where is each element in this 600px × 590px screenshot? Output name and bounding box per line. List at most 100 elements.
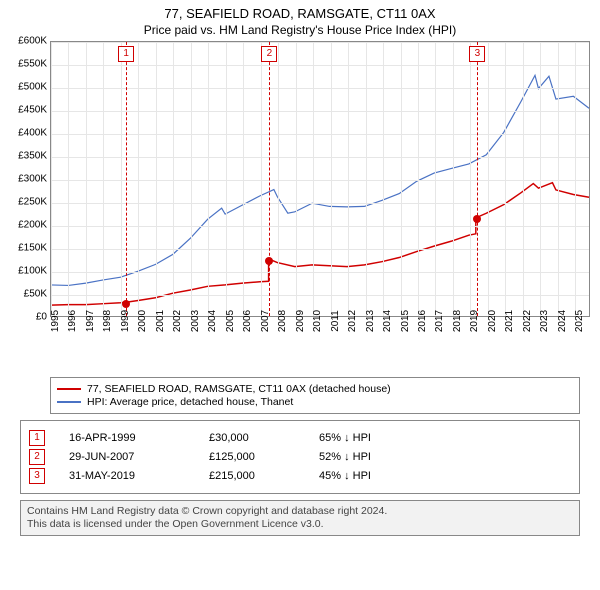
x-tick-label: 2002 xyxy=(172,310,183,332)
legend-label: 77, SEAFIELD ROAD, RAMSGATE, CT11 0AX (d… xyxy=(87,383,391,395)
gridline-v xyxy=(453,42,454,316)
sale-point-dot xyxy=(122,300,130,308)
gridline-v xyxy=(505,42,506,316)
chart-area: £0£50K£100K£150K£200K£250K£300K£350K£400… xyxy=(6,41,594,371)
gridline-v xyxy=(226,42,227,316)
gridline-v xyxy=(540,42,541,316)
x-tick-label: 2006 xyxy=(242,310,253,332)
legend-label: HPI: Average price, detached house, Than… xyxy=(87,396,293,408)
x-tick-label: 2001 xyxy=(155,310,166,332)
gridline-h xyxy=(51,42,589,43)
y-tick-label: £300K xyxy=(18,174,47,185)
chart-title-address: 77, SEAFIELD ROAD, RAMSGATE, CT11 0AX xyxy=(6,6,594,21)
gridline-v xyxy=(103,42,104,316)
event-row: 229-JUN-2007£125,00052% ↓ HPI xyxy=(29,449,571,465)
gridline-h xyxy=(51,134,589,135)
gridline-h xyxy=(51,157,589,158)
gridline-v xyxy=(383,42,384,316)
event-marker-line xyxy=(126,42,127,316)
gridline-v xyxy=(138,42,139,316)
attribution-footer: Contains HM Land Registry data © Crown c… xyxy=(20,500,580,536)
gridline-v xyxy=(418,42,419,316)
y-tick-label: £250K xyxy=(18,197,47,208)
event-marker-1: 1 xyxy=(118,46,134,62)
y-tick-label: £400K xyxy=(18,128,47,139)
gridline-h xyxy=(51,88,589,89)
y-axis: £0£50K£100K£150K£200K£250K£300K£350K£400… xyxy=(6,41,50,317)
x-tick-label: 2011 xyxy=(330,310,341,332)
y-tick-label: £100K xyxy=(18,266,47,277)
x-tick-label: 2018 xyxy=(452,310,463,332)
gridline-v xyxy=(121,42,122,316)
gridline-h xyxy=(51,203,589,204)
x-axis: 1995199619971998199920002001200220032004… xyxy=(50,317,590,371)
x-tick-label: 2014 xyxy=(382,310,393,332)
event-marker-3: 3 xyxy=(469,46,485,62)
x-tick-label: 2017 xyxy=(434,310,445,332)
y-tick-label: £350K xyxy=(18,151,47,162)
gridline-v xyxy=(68,42,69,316)
x-tick-label: 2020 xyxy=(487,310,498,332)
footer-text-2: This data is licensed under the Open Gov… xyxy=(27,518,573,531)
legend-swatch xyxy=(57,401,81,403)
gridline-v xyxy=(523,42,524,316)
gridline-v xyxy=(208,42,209,316)
gridline-v xyxy=(401,42,402,316)
gridline-v xyxy=(51,42,52,316)
gridline-v xyxy=(261,42,262,316)
gridline-h xyxy=(51,111,589,112)
y-tick-label: £200K xyxy=(18,220,47,231)
sale-point-dot xyxy=(265,257,273,265)
event-row: 116-APR-1999£30,00065% ↓ HPI xyxy=(29,430,571,446)
gridline-v xyxy=(86,42,87,316)
gridline-h xyxy=(51,272,589,273)
x-tick-label: 2025 xyxy=(574,310,585,332)
gridline-v xyxy=(366,42,367,316)
x-tick-label: 1998 xyxy=(102,310,113,332)
x-tick-label: 2023 xyxy=(539,310,550,332)
x-tick-label: 1997 xyxy=(85,310,96,332)
event-hpi-diff: 65% ↓ HPI xyxy=(319,432,439,444)
x-tick-label: 2015 xyxy=(400,310,411,332)
legend: 77, SEAFIELD ROAD, RAMSGATE, CT11 0AX (d… xyxy=(50,377,580,414)
event-hpi-diff: 52% ↓ HPI xyxy=(319,451,439,463)
y-tick-label: £50K xyxy=(24,289,47,300)
event-price: £215,000 xyxy=(209,470,319,482)
event-hpi-diff: 45% ↓ HPI xyxy=(319,470,439,482)
sale-point-dot xyxy=(473,215,481,223)
x-tick-label: 2009 xyxy=(295,310,306,332)
x-tick-label: 2010 xyxy=(312,310,323,332)
x-tick-label: 2000 xyxy=(137,310,148,332)
y-tick-label: £500K xyxy=(18,82,47,93)
chart-container: 77, SEAFIELD ROAD, RAMSGATE, CT11 0AX Pr… xyxy=(0,0,600,540)
footer-text-1: Contains HM Land Registry data © Crown c… xyxy=(27,505,573,518)
gridline-v xyxy=(313,42,314,316)
event-row: 3 31-MAY-2019£215,00045% ↓ HPI xyxy=(29,468,571,484)
y-tick-label: £450K xyxy=(18,105,47,116)
gridline-v xyxy=(575,42,576,316)
x-tick-label: 1995 xyxy=(50,310,61,332)
legend-row: 77, SEAFIELD ROAD, RAMSGATE, CT11 0AX (d… xyxy=(57,383,573,395)
x-tick-label: 1999 xyxy=(120,310,131,332)
gridline-v xyxy=(278,42,279,316)
gridline-v xyxy=(173,42,174,316)
event-date: 31-MAY-2019 xyxy=(69,470,209,482)
x-tick-label: 2005 xyxy=(225,310,236,332)
legend-row: HPI: Average price, detached house, Than… xyxy=(57,396,573,408)
gridline-v xyxy=(558,42,559,316)
x-tick-label: 2008 xyxy=(277,310,288,332)
event-date: 29-JUN-2007 xyxy=(69,451,209,463)
x-tick-label: 2007 xyxy=(260,310,271,332)
gridline-h xyxy=(51,65,589,66)
x-tick-label: 2021 xyxy=(504,310,515,332)
x-tick-label: 2016 xyxy=(417,310,428,332)
gridline-v xyxy=(191,42,192,316)
x-tick-label: 2024 xyxy=(557,310,568,332)
gridline-h xyxy=(51,226,589,227)
event-price: £125,000 xyxy=(209,451,319,463)
plot-area: 123 xyxy=(50,41,590,317)
y-tick-label: £150K xyxy=(18,243,47,254)
event-row-marker: 3 xyxy=(29,468,45,484)
gridline-v xyxy=(156,42,157,316)
gridline-v xyxy=(243,42,244,316)
